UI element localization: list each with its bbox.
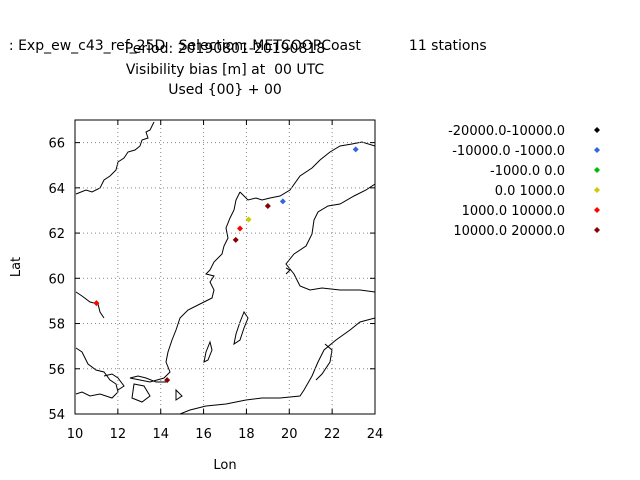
x-tick-label: 18 (238, 427, 255, 442)
data-point (232, 236, 239, 243)
chart-title-line1: : Exp_ew_c43_ref_25D Selection: METCOOPC… (0, 22, 361, 54)
x-tick-label: 24 (367, 427, 384, 442)
chart-title-parameter: Visibility bias [m] at 00 UTC (125, 62, 325, 78)
legend-marker (594, 187, 600, 193)
legend-marker (594, 207, 600, 213)
x-tick-label: 22 (324, 427, 341, 442)
legend-entry-label: -1000.0 0.0 (490, 164, 565, 179)
data-point (93, 300, 100, 307)
station-count: 11 stations (408, 38, 487, 54)
y-tick-label: 66 (48, 137, 65, 152)
x-tick-label: 10 (67, 427, 84, 442)
y-tick-label: 54 (48, 408, 65, 423)
y-tick-label: 62 (48, 227, 65, 242)
y-tick-label: 58 (48, 318, 65, 333)
data-point (279, 198, 286, 205)
legend-marker (594, 127, 600, 133)
legend-entry-label: 10000.0 20000.0 (453, 224, 565, 239)
title-experiment-selection: : Exp_ew_c43_ref_25D Selection: METCOOPC… (8, 38, 361, 54)
coastline-layer (75, 121, 375, 414)
data-point (264, 202, 271, 209)
x-tick-label: 20 (281, 427, 298, 442)
data-point (164, 377, 171, 384)
legend-marker (594, 227, 600, 233)
data-points (93, 146, 359, 384)
y-tick-label: 60 (48, 272, 65, 287)
legend-entry-label: 0.0 1000.0 (495, 184, 565, 199)
chart-title-used: Used {00} + 00 (168, 82, 282, 98)
axis-ticks: 10 12 14 16 18 20 22 24 54 56 58 60 62 64 66 (48, 120, 383, 442)
plot-frame (74, 119, 376, 415)
legend: -20000.0-10000.0 -10000.0 -1000.0 -1000.0 … (448, 124, 600, 239)
legend-marker (594, 147, 600, 153)
y-axis-label: Lat (9, 257, 24, 277)
y-tick-label: 64 (48, 182, 65, 197)
legend-entry-label: 1000.0 10000.0 (462, 204, 565, 219)
x-tick-label: 12 (110, 427, 127, 442)
y-tick-label: 56 (48, 363, 65, 378)
data-point (245, 216, 252, 223)
data-point (237, 225, 243, 232)
grid-layer (74, 120, 376, 415)
chart-title-station-count: 11 stations (400, 22, 487, 54)
legend-entry-label: -20000.0-10000.0 (448, 124, 565, 139)
legend-marker (594, 167, 600, 173)
x-axis-label: Lon (213, 458, 236, 473)
data-point (352, 146, 359, 153)
legend-entry-label: -10000.0 -1000.0 (452, 144, 565, 159)
x-tick-label: 14 (152, 427, 169, 442)
chart-title-period: Period: 20190801-20190818 (124, 41, 326, 57)
x-tick-label: 16 (195, 427, 212, 442)
